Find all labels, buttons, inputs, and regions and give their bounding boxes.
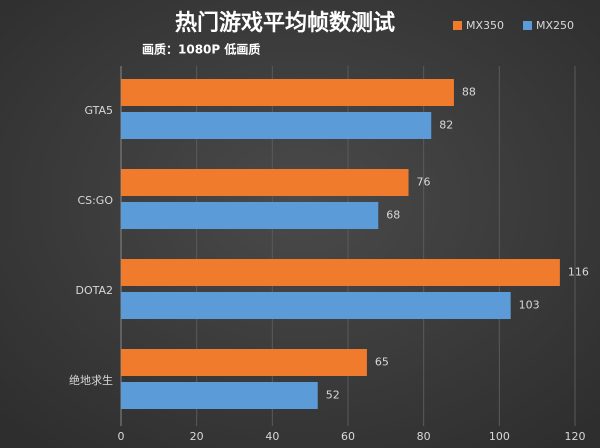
bar — [121, 169, 409, 196]
legend-label: MX350 — [466, 19, 504, 32]
x-tick-label: 0 — [118, 430, 125, 443]
x-tick-label: 20 — [190, 430, 204, 443]
y-tick-label: 绝地求生 — [69, 373, 113, 387]
legend-label: MX250 — [536, 19, 574, 32]
chart-title: 热门游戏平均帧数测试 — [175, 10, 395, 36]
bar — [121, 112, 432, 139]
legend-swatch — [523, 21, 532, 30]
x-tick-label: 80 — [417, 430, 431, 443]
bar — [121, 79, 454, 106]
value-label: 88 — [462, 86, 476, 99]
x-tick-label: 60 — [341, 430, 355, 443]
value-label: 65 — [375, 356, 389, 369]
bar — [121, 292, 511, 319]
bar — [121, 259, 560, 286]
value-label: 76 — [417, 176, 431, 189]
value-label: 82 — [439, 119, 453, 132]
y-tick-label: GTA5 — [84, 104, 113, 117]
x-tick-label: 100 — [489, 430, 510, 443]
bar — [121, 382, 318, 409]
value-label: 68 — [386, 209, 400, 222]
legend: MX350 MX250 — [453, 19, 574, 32]
bar — [121, 202, 379, 229]
value-label: 116 — [568, 266, 589, 279]
x-tick-label: 40 — [265, 430, 279, 443]
bar — [121, 349, 367, 376]
x-tick-label: 120 — [565, 430, 586, 443]
chart-subtitle: 画质：1080P 低画质 — [142, 42, 260, 57]
legend-swatch — [453, 21, 462, 30]
y-tick-label: CS:GO — [77, 194, 113, 207]
value-label: 52 — [326, 389, 340, 402]
value-label: 103 — [519, 299, 540, 312]
y-tick-label: DOTA2 — [75, 284, 113, 297]
